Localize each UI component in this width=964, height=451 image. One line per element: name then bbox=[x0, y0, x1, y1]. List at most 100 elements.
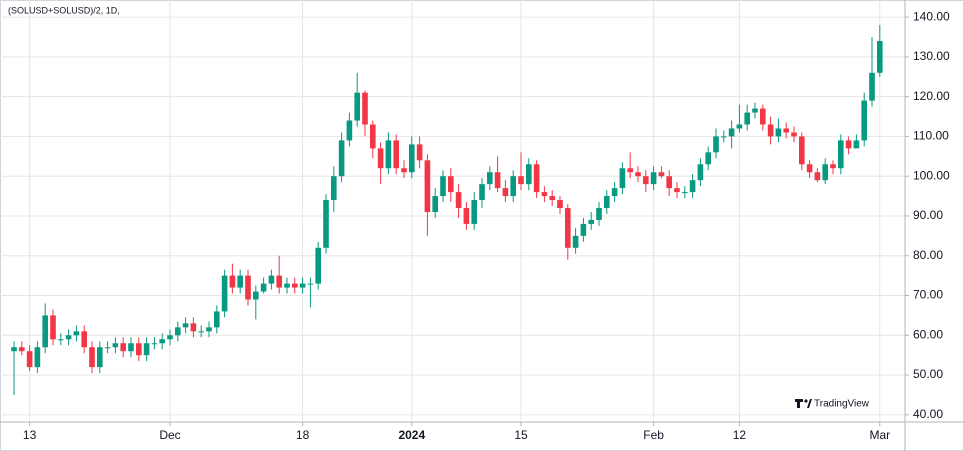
candle-body bbox=[767, 124, 774, 137]
candle-body bbox=[541, 192, 548, 197]
candle-body bbox=[229, 275, 236, 288]
grid bbox=[0, 0, 905, 422]
candle-body bbox=[760, 108, 766, 125]
candle-body bbox=[619, 168, 626, 189]
candle-body bbox=[299, 283, 306, 288]
candle-body bbox=[861, 100, 867, 141]
candle-body bbox=[34, 347, 41, 368]
candle-body bbox=[689, 180, 696, 193]
candle-body bbox=[11, 347, 17, 352]
chart-title: (SOLUSD+SOLUSD)/2, 1D, bbox=[8, 5, 120, 15]
candle-body bbox=[557, 200, 563, 209]
candle-body bbox=[331, 176, 337, 201]
y-tick-label: 130.00 bbox=[913, 49, 950, 63]
candle-body bbox=[401, 168, 407, 173]
logo-stem bbox=[797, 399, 800, 408]
x-tick-label: Mar bbox=[869, 428, 890, 442]
y-tick-label: 100.00 bbox=[913, 168, 950, 182]
candle-body bbox=[783, 128, 789, 133]
x-tick-label: Dec bbox=[159, 428, 180, 442]
candle-body bbox=[635, 172, 641, 177]
candle-body bbox=[744, 112, 750, 125]
candle-body bbox=[50, 315, 56, 340]
candle-body bbox=[73, 331, 80, 336]
candle-body bbox=[728, 128, 735, 137]
candle-body bbox=[159, 339, 165, 344]
y-tick-label: 80.00 bbox=[913, 248, 943, 262]
candle-body bbox=[42, 315, 48, 348]
candle-body bbox=[565, 208, 571, 248]
candle-body bbox=[791, 132, 797, 137]
candle-body bbox=[596, 208, 602, 220]
candle-body bbox=[479, 184, 485, 201]
candle-body bbox=[65, 335, 72, 340]
logo-slash bbox=[807, 399, 812, 408]
candle-body bbox=[455, 192, 462, 209]
candle-body bbox=[284, 283, 290, 288]
candle-body bbox=[377, 148, 384, 169]
candle-body bbox=[658, 172, 665, 177]
candle-body bbox=[175, 327, 181, 336]
candle-body bbox=[143, 343, 150, 356]
candle-body bbox=[206, 327, 212, 332]
candle-body bbox=[799, 136, 805, 165]
x-tick-label: 13 bbox=[23, 428, 37, 442]
candle-body bbox=[167, 335, 173, 340]
y-tick-label: 60.00 bbox=[913, 327, 943, 341]
candle-body bbox=[822, 164, 828, 181]
candle-body bbox=[448, 176, 454, 193]
candle-body bbox=[393, 140, 399, 169]
candle-body bbox=[214, 311, 220, 328]
candle-body bbox=[128, 343, 134, 352]
candle-body bbox=[237, 275, 243, 288]
candle-body bbox=[697, 164, 704, 181]
watermark-text: TradingView bbox=[814, 399, 870, 410]
candle-body bbox=[549, 196, 555, 201]
candle-body bbox=[354, 92, 360, 121]
candle-body bbox=[713, 136, 719, 153]
candle-body bbox=[487, 172, 493, 185]
candle-body bbox=[416, 144, 423, 161]
candle-body bbox=[432, 196, 438, 212]
candle-body bbox=[89, 347, 95, 368]
candle-body bbox=[136, 343, 142, 356]
candle-body bbox=[853, 140, 860, 149]
x-tick-label: 15 bbox=[514, 428, 528, 442]
x-tick-label: Feb bbox=[643, 428, 664, 442]
candle-body bbox=[682, 192, 688, 194]
y-tick-label: 140.00 bbox=[913, 9, 950, 23]
candle-body bbox=[463, 208, 470, 224]
candle-body bbox=[58, 339, 64, 341]
candle-body bbox=[385, 140, 392, 169]
y-tick-label: 110.00 bbox=[913, 129, 949, 143]
candle-body bbox=[604, 196, 610, 209]
candle-body bbox=[838, 140, 844, 169]
candle-body bbox=[268, 275, 275, 284]
candle-body bbox=[518, 176, 524, 185]
candle-body bbox=[721, 136, 727, 138]
candle-body bbox=[198, 331, 204, 333]
candle-body bbox=[650, 172, 657, 185]
candle-body bbox=[323, 200, 329, 248]
candle-body bbox=[221, 275, 228, 312]
candle-body bbox=[370, 124, 376, 149]
candle-body bbox=[494, 172, 501, 189]
candle-body bbox=[253, 291, 259, 300]
x-tick-label: 18 bbox=[296, 428, 310, 442]
candle-body bbox=[666, 176, 672, 189]
candle-body bbox=[120, 343, 126, 352]
candle-body bbox=[97, 347, 103, 368]
candle-body bbox=[104, 347, 111, 349]
candle-body bbox=[643, 176, 649, 185]
candle-body bbox=[611, 188, 618, 197]
candle-body bbox=[19, 347, 25, 352]
candle-body bbox=[424, 160, 431, 212]
candle-body bbox=[346, 120, 353, 141]
candle-body bbox=[830, 164, 836, 169]
x-tick-label: 2024 bbox=[398, 428, 425, 442]
candle-body bbox=[705, 152, 711, 165]
logo-dot bbox=[804, 399, 808, 403]
